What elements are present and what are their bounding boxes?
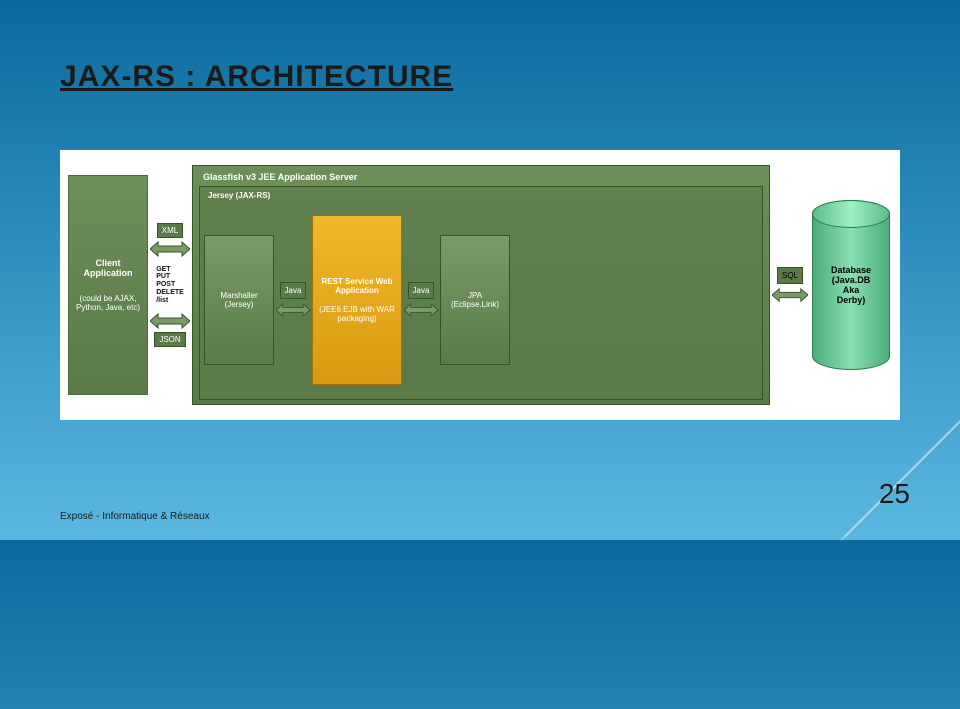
marshaller-box: Marshaller (Jersey) (204, 235, 274, 365)
slide-title: JAX-RS : ARCHITECTURE (60, 60, 453, 94)
page-number: 25 (879, 478, 910, 510)
protocol-column: XML GET PUT POST DELETE /list JSON (150, 175, 190, 395)
double-arrow-icon (150, 240, 190, 258)
java-connector-1: Java (276, 282, 310, 319)
client-subtitle: (could be AJAX, Python, Java, etc) (73, 294, 143, 312)
glassfish-server-box: Glassfish v3 JEE Application Server Jers… (192, 165, 770, 405)
marshaller-line2: (Jersey) (225, 300, 254, 309)
sql-connector: SQL (772, 267, 808, 304)
xml-label: XML (157, 223, 183, 238)
rest-service-box: REST Service Web Application (JEE6 EJB w… (312, 215, 402, 385)
java-label-2: Java (408, 282, 435, 299)
server-title: Glassfish v3 JEE Application Server (199, 170, 763, 184)
jpa-box: JPA (Eclipse.Link) (440, 235, 510, 365)
double-arrow-icon (772, 286, 808, 304)
db-line1: Database (831, 265, 871, 275)
double-arrow-icon (150, 312, 190, 330)
java-connector-2: Java (404, 282, 438, 319)
http-verbs: GET PUT POST DELETE /list (156, 266, 184, 304)
client-application-box: Client Application (could be AJAX, Pytho… (68, 175, 148, 395)
jpa-line2: (Eclipse.Link) (451, 300, 499, 309)
database-label: Database (Java.DB Aka Derby) (831, 265, 871, 305)
architecture-diagram: Client Application (could be AJAX, Pytho… (60, 150, 900, 420)
json-label: JSON (154, 332, 185, 347)
json-arrow-block: JSON (150, 312, 190, 347)
java-label-1: Java (280, 282, 307, 299)
jersey-title: Jersey (JAX-RS) (208, 191, 270, 200)
db-line4: Derby) (831, 295, 871, 305)
slide-footer: Exposé - Informatique & Réseaux (60, 511, 210, 522)
double-arrow-icon (276, 301, 310, 319)
xml-arrow-block: XML (150, 223, 190, 258)
db-line3: Aka (831, 285, 871, 295)
marshaller-line1: Marshaller (220, 291, 257, 300)
rest-line1: REST Service Web Application (317, 277, 397, 295)
db-line2: (Java.DB (831, 275, 871, 285)
sql-label: SQL (777, 267, 803, 284)
database-cylinder: Database (Java.DB Aka Derby) (810, 195, 892, 375)
jpa-line1: JPA (468, 291, 482, 300)
double-arrow-icon (404, 301, 438, 319)
jersey-box: Jersey (JAX-RS) Marshaller (Jersey) Java… (199, 186, 763, 400)
client-title: Client Application (73, 258, 143, 278)
rest-line2: (JEE6 EJB with WAR packaging) (317, 305, 397, 323)
